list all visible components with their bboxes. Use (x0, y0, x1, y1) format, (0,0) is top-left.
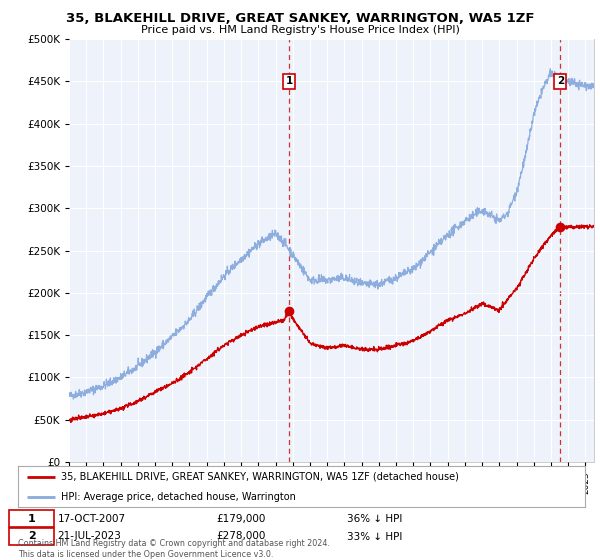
Text: 33% ↓ HPI: 33% ↓ HPI (347, 531, 402, 542)
Text: £278,000: £278,000 (217, 531, 266, 542)
Text: 1: 1 (286, 77, 293, 86)
Text: HPI: Average price, detached house, Warrington: HPI: Average price, detached house, Warr… (61, 492, 295, 502)
Text: 17-OCT-2007: 17-OCT-2007 (58, 514, 126, 524)
Text: 35, BLAKEHILL DRIVE, GREAT SANKEY, WARRINGTON, WA5 1ZF: 35, BLAKEHILL DRIVE, GREAT SANKEY, WARRI… (66, 12, 534, 25)
Text: 2: 2 (557, 77, 564, 86)
Text: 2: 2 (28, 531, 35, 542)
Text: £179,000: £179,000 (217, 514, 266, 524)
Text: 35, BLAKEHILL DRIVE, GREAT SANKEY, WARRINGTON, WA5 1ZF (detached house): 35, BLAKEHILL DRIVE, GREAT SANKEY, WARRI… (61, 472, 458, 482)
Text: Price paid vs. HM Land Registry's House Price Index (HPI): Price paid vs. HM Land Registry's House … (140, 25, 460, 35)
Text: 21-JUL-2023: 21-JUL-2023 (58, 531, 122, 542)
Text: 36% ↓ HPI: 36% ↓ HPI (347, 514, 402, 524)
Text: 1: 1 (28, 514, 35, 524)
FancyBboxPatch shape (10, 528, 54, 545)
FancyBboxPatch shape (10, 510, 54, 527)
Text: Contains HM Land Registry data © Crown copyright and database right 2024.
This d: Contains HM Land Registry data © Crown c… (18, 539, 330, 559)
